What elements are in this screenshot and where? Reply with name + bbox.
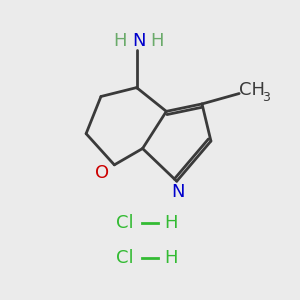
Text: 3: 3 bbox=[262, 91, 270, 103]
Text: CH: CH bbox=[238, 81, 265, 99]
Text: O: O bbox=[95, 164, 109, 182]
Text: N: N bbox=[132, 32, 146, 50]
Text: Cl: Cl bbox=[116, 214, 134, 232]
Text: H: H bbox=[164, 214, 178, 232]
Text: Cl: Cl bbox=[116, 250, 134, 268]
Text: H: H bbox=[150, 32, 164, 50]
Text: H: H bbox=[113, 32, 127, 50]
Text: N: N bbox=[172, 183, 185, 201]
Text: H: H bbox=[164, 250, 178, 268]
